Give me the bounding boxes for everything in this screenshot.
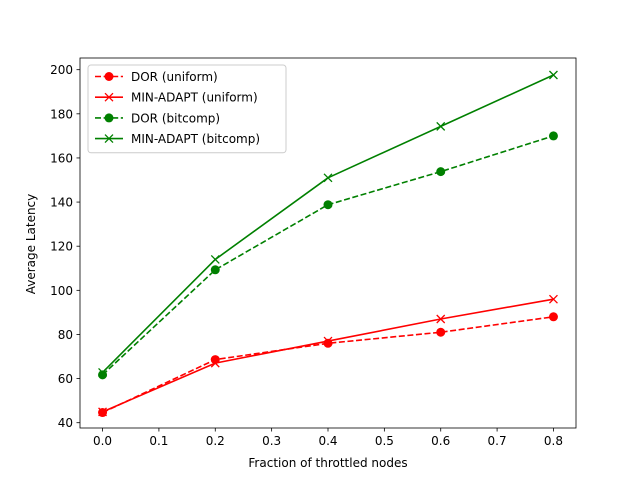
legend-entry-2: DOR (bitcomp) — [131, 111, 220, 125]
axes: 0.0 0.1 0.2 0.3 0.4 0.5 0.6 0.7 0.8 40 60 80 100 120 1… — [50, 57, 577, 448]
data-point-3-4 — [548, 70, 558, 80]
data-point-3-2 — [323, 173, 333, 183]
data-point-2-4 — [548, 131, 558, 141]
y-tick-label: 180 — [50, 107, 73, 121]
data-point-0-4 — [548, 312, 558, 322]
data-point-1-1 — [210, 358, 220, 368]
data-point-2-2 — [323, 200, 333, 210]
plot-area — [98, 70, 558, 418]
legend-entry-3: MIN-ADAPT (bitcomp) — [131, 132, 260, 146]
legend-box — [87, 64, 287, 154]
data-point-1-4 — [548, 294, 558, 304]
y-tick-label: 200 — [50, 63, 73, 77]
data-point-1-2 — [323, 336, 333, 346]
data-point-3-3 — [436, 121, 446, 131]
x-tick-label: 0.0 — [93, 434, 112, 448]
series-line-1 — [102, 298, 554, 413]
legend: DOR (uniform) MIN-ADAPT (uniform) DOR (bit… — [87, 64, 287, 154]
y-tick-label: 120 — [50, 240, 73, 254]
x-axis-label: Fraction of throttled nodes — [248, 456, 407, 470]
data-point-2-1 — [210, 265, 220, 275]
data-point-0-1 — [210, 355, 220, 365]
data-point-3-0 — [98, 367, 108, 377]
x-tick-label: 0.5 — [375, 434, 394, 448]
y-tick-label: 80 — [58, 328, 73, 342]
y-tick-label: 40 — [58, 416, 73, 430]
legend-marker-2 — [104, 113, 114, 123]
data-point-0-3 — [436, 327, 446, 337]
y-tick-label: 100 — [50, 284, 73, 298]
y-tick-label: 140 — [50, 196, 73, 210]
data-point-2-3 — [436, 167, 446, 177]
legend-entry-0: DOR (uniform) — [131, 70, 218, 84]
legend-marker-0 — [104, 72, 114, 81]
series-line-0 — [102, 316, 554, 414]
data-point-1-3 — [436, 314, 446, 324]
x-tick-label: 0.8 — [544, 434, 563, 448]
data-point-2-0 — [98, 370, 108, 380]
legend-entry-1: MIN-ADAPT (uniform) — [131, 91, 258, 105]
y-axis-label: Average Latency — [24, 194, 38, 295]
x-tick-label: 0.4 — [318, 434, 337, 448]
x-tick-label: 0.2 — [206, 434, 225, 448]
x-tick-label: 0.7 — [488, 434, 507, 448]
y-tick-label: 160 — [50, 151, 73, 165]
data-point-3-1 — [210, 254, 220, 264]
legend-marker-1 — [104, 92, 114, 102]
x-tick-label: 0.6 — [431, 434, 450, 448]
y-tick-label: 60 — [58, 372, 73, 386]
data-point-1-0 — [98, 407, 108, 417]
x-tick-label: 0.1 — [149, 434, 168, 448]
x-tick-label: 0.3 — [262, 434, 281, 448]
legend-marker-3 — [104, 134, 114, 144]
